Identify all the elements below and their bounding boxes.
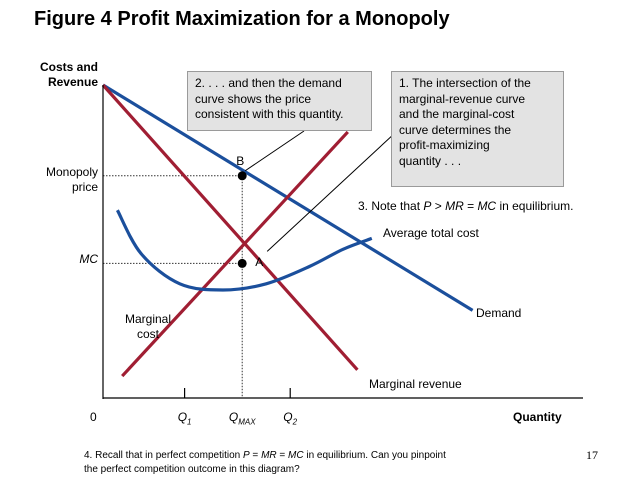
note-demand-price-line-1: 2. . . . and then the demand [195,76,342,90]
footer-question-line-1: 4. Recall that in perfect competition P … [84,449,446,463]
note-demand-price-line-2: curve shows the price [195,91,312,106]
footer-question-part-4: MR [261,450,277,461]
footer-question-part-7: in equilibrium. Can you pinpoint [303,450,446,461]
note-equilibrium-part-3: > [431,199,446,213]
point-b [237,171,247,181]
note-intersection-line-2: marginal-revenue curve [399,91,526,106]
point-a-label: A [255,255,264,270]
average-total-cost-curve [115,209,373,292]
note-equilibrium-part-7: in equilibrium. [496,199,574,213]
page-number: 17 [586,448,598,462]
note-intersection-line-4: curve determines the [399,122,512,137]
note-equilibrium-part-6: MC [477,199,497,213]
marginal-revenue-label: Marginal revenue [369,377,462,391]
note-demand-price: 2. . . . and then the demand curve shows … [187,71,372,131]
x-tick-label-q2: Q2 [283,410,298,427]
y-tick-monopoly-price: Monopoly price [45,165,98,194]
note-intersection-line-1: 1. The intersection of the [399,76,531,90]
note-demand-price-line-3: consistent with this quantity. [195,107,344,121]
footer-question: 4. Recall that in perfect competition P … [84,449,446,477]
footer-question-part-5: = [276,450,289,461]
note-equilibrium-part-4: MR [445,199,464,213]
footer-question-part-3: = [249,450,262,461]
point-a [237,258,247,268]
y-tick-mc: MC [79,252,98,266]
marginal-revenue-curve [101,83,359,371]
marginal-cost-curve [121,130,349,378]
slide-title: Figure 4 Profit Maximization for a Monop… [34,8,450,30]
note-equilibrium-part-1: 3. Note that [358,199,424,213]
callout-line-note-1 [266,132,396,252]
footer-question-line-2: the perfect competition outcome in this … [84,464,300,475]
callout-line-note-2 [244,130,305,172]
average-total-cost-label: Average total cost [383,226,479,240]
marginal-cost-label: Marginal cost [124,312,172,341]
note-equilibrium-part-2: P [423,199,432,213]
note-equilibrium-part-5: = [463,199,478,213]
demand-label: Demand [476,306,522,320]
footer-question-part-2: P [242,450,250,461]
point-b-label: B [236,153,245,168]
x-tick-label-q1: Q1 [177,410,192,427]
origin-label: 0 [90,410,97,424]
note-intersection-line-3: and the marginal-cost [399,107,515,121]
x-tick-label-qmax: QMAX [228,410,256,427]
footer-question-part-6: MC [288,450,304,461]
note-intersection-line-6: quantity . . . [399,153,462,168]
footer-question-part-1: 4. Recall that in perfect competition [84,450,243,461]
note-intersection: 1. The intersection of the marginal-reven… [391,71,564,187]
note-intersection-line-5: profit-maximizing [399,138,490,152]
x-axis-label: Quantity [513,410,562,424]
y-axis-label: Costs and Revenue [39,60,98,89]
note-equilibrium: 3. Note that P > MR = MC in equilibrium. [358,199,573,213]
